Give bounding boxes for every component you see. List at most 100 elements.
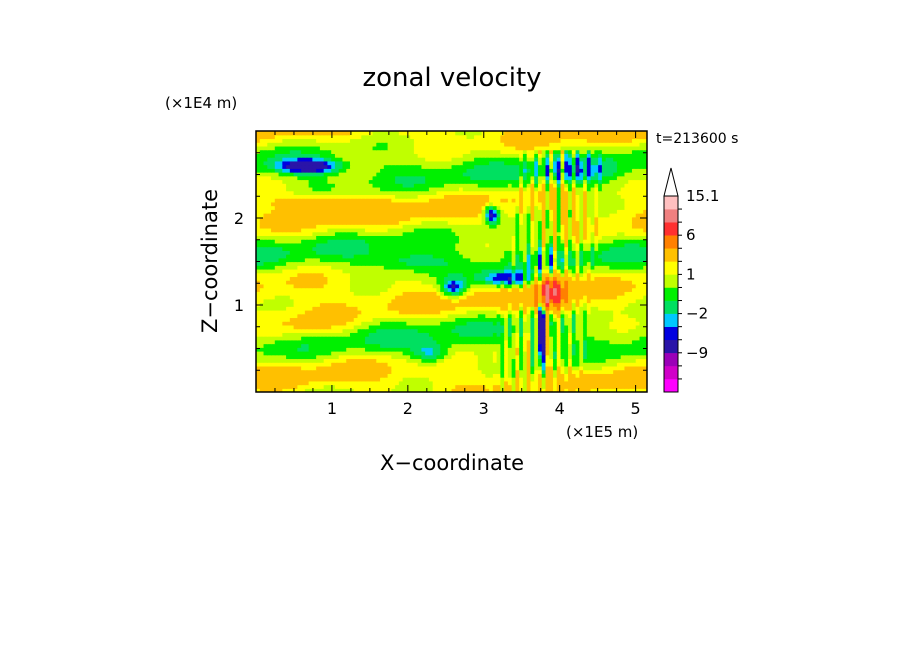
- field-cell: [304, 369, 310, 374]
- field-cell: [312, 250, 317, 255]
- field-cell: [451, 362, 456, 367]
- field-cell: [462, 287, 468, 292]
- field-cell: [462, 336, 468, 341]
- field-cell: [372, 216, 377, 222]
- field-cell: [515, 276, 520, 281]
- field-cell: [613, 384, 618, 389]
- field-cell: [515, 306, 520, 311]
- field-cell: [274, 362, 280, 367]
- field-cell: [590, 272, 595, 278]
- field-cell: [522, 369, 528, 374]
- field-cell: [496, 235, 501, 240]
- field-cell: [421, 347, 426, 352]
- field-cell: [601, 324, 607, 330]
- field-cell: [601, 268, 607, 274]
- field-cell: [474, 220, 479, 225]
- field-cell: [451, 239, 456, 244]
- field-cell: [511, 265, 517, 270]
- field-cell: [286, 354, 291, 360]
- field-cell: [398, 377, 404, 382]
- field-cell: [387, 369, 392, 374]
- field-cell: [635, 246, 641, 251]
- field-cell: [545, 384, 550, 389]
- field-cell: [553, 339, 558, 345]
- field-cell: [564, 287, 569, 292]
- field-cell: [556, 384, 562, 389]
- field-cell: [319, 246, 325, 251]
- field-cell: [470, 291, 475, 296]
- field-cell: [301, 287, 306, 292]
- field-cell: [376, 298, 381, 304]
- field-cell: [417, 283, 423, 289]
- field-cell: [432, 339, 438, 345]
- field-cell: [282, 339, 287, 345]
- field-cell: [391, 257, 396, 263]
- field-cell: [500, 343, 505, 348]
- field-cell: [406, 317, 411, 322]
- field-cell: [286, 321, 291, 326]
- field-cell: [500, 324, 505, 330]
- field-cell: [459, 380, 464, 386]
- field-cell: [413, 283, 419, 289]
- field-cell: [353, 302, 359, 307]
- field-cell: [631, 339, 637, 345]
- field-cell: [391, 265, 396, 270]
- field-cell: [474, 350, 479, 356]
- field-cell: [496, 332, 501, 337]
- field-cell: [323, 265, 329, 270]
- field-cell: [421, 239, 426, 244]
- field-cell: [500, 291, 505, 296]
- field-cell: [477, 224, 483, 229]
- field-cell: [575, 328, 580, 333]
- field-cell: [380, 276, 385, 281]
- field-cell: [522, 347, 528, 352]
- field-cell: [387, 257, 392, 263]
- field-cell: [545, 302, 550, 307]
- field-cell: [372, 328, 377, 333]
- field-cell: [515, 287, 520, 292]
- field-cell: [338, 306, 344, 311]
- field-cell: [571, 224, 577, 229]
- field-cell: [455, 343, 460, 348]
- field-cell: [594, 384, 599, 389]
- field-cell: [564, 380, 569, 386]
- field-cell: [639, 257, 644, 263]
- field-cell: [267, 313, 272, 319]
- field-cell: [286, 213, 291, 218]
- field-cell: [346, 227, 351, 233]
- field-cell: [526, 239, 532, 244]
- field-cell: [462, 317, 468, 322]
- field-cell: [507, 276, 513, 281]
- field-cell: [541, 317, 547, 322]
- field-cell: [462, 220, 468, 225]
- field-cell: [504, 231, 509, 236]
- field-cell: [346, 283, 351, 289]
- field-cell: [522, 220, 528, 225]
- field-cell: [410, 291, 415, 296]
- field-cell: [545, 373, 550, 378]
- field-cell: [583, 254, 588, 259]
- field-cell: [447, 295, 453, 300]
- field-cell: [263, 265, 268, 270]
- field-cell: [564, 224, 569, 229]
- field-cell: [575, 339, 580, 345]
- field-cell: [537, 354, 543, 360]
- field-cell: [586, 384, 592, 389]
- field-cell: [398, 276, 404, 281]
- field-cell: [383, 328, 389, 333]
- field-cell: [455, 388, 460, 392]
- field-cell: [319, 339, 325, 345]
- field-cell: [631, 309, 637, 315]
- field-cell: [568, 377, 573, 382]
- field-cell: [455, 377, 460, 382]
- field-cell: [616, 257, 622, 263]
- field-cell: [462, 239, 468, 244]
- field-cell: [556, 261, 562, 266]
- field-cell: [297, 350, 302, 356]
- field-cell: [598, 302, 603, 307]
- field-cell: [511, 216, 517, 222]
- field-cell: [474, 239, 479, 244]
- field-cell: [477, 257, 483, 263]
- field-cell: [319, 347, 325, 352]
- field-cell: [462, 216, 468, 222]
